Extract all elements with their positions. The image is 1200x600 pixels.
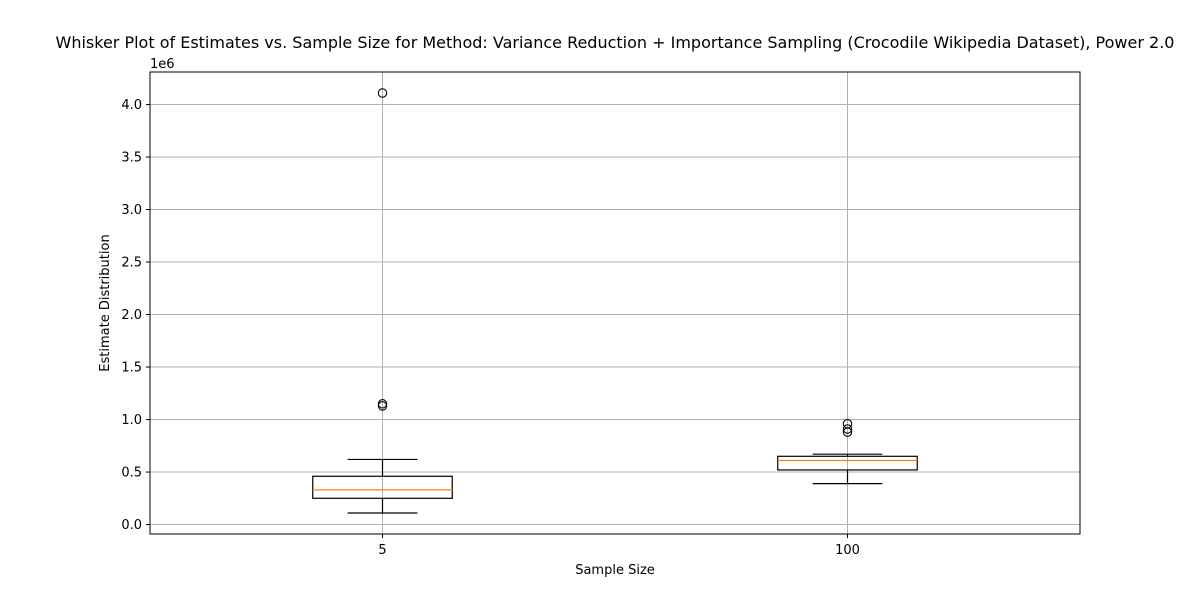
outlier-point: [842, 418, 853, 429]
y-axis-offset-label: 1e6: [150, 57, 175, 72]
y-tick-label: 0.0: [121, 518, 142, 533]
x-tick-label: 100: [835, 543, 860, 558]
grid-lines: [150, 72, 1080, 534]
box: [312, 475, 453, 499]
y-tick-label: 2.5: [121, 256, 142, 271]
box-group: [312, 88, 453, 514]
x-axis-label: Sample Size: [575, 563, 655, 578]
outlier-point: [377, 399, 388, 409]
y-tick-label: 0.5: [121, 466, 142, 481]
x-axis-ticks: 5 100: [378, 534, 860, 558]
y-tick-label: 4.0: [121, 98, 142, 113]
chart-title: Whisker Plot of Estimates vs. Sample Siz…: [56, 33, 1175, 52]
x-tick-label: 5: [378, 543, 386, 558]
y-tick-label: 2.0: [121, 308, 142, 323]
box: [777, 455, 918, 471]
boxes: [312, 88, 918, 514]
y-tick-label: 3.0: [121, 203, 142, 218]
y-tick-label: 3.5: [121, 151, 142, 166]
box-group: [777, 418, 918, 485]
plot-frame: [149, 71, 1081, 535]
y-axis-ticks: 0.0 0.5 1.0 1.5 2.0 2.5 3.0 3.5 4.0: [121, 98, 150, 533]
outlier-point: [842, 424, 853, 434]
outlier-point: [377, 88, 388, 98]
y-axis-label: Estimate Distribution: [98, 234, 113, 371]
y-tick-label: 1.0: [121, 413, 142, 428]
y-tick-label: 1.5: [121, 361, 142, 376]
